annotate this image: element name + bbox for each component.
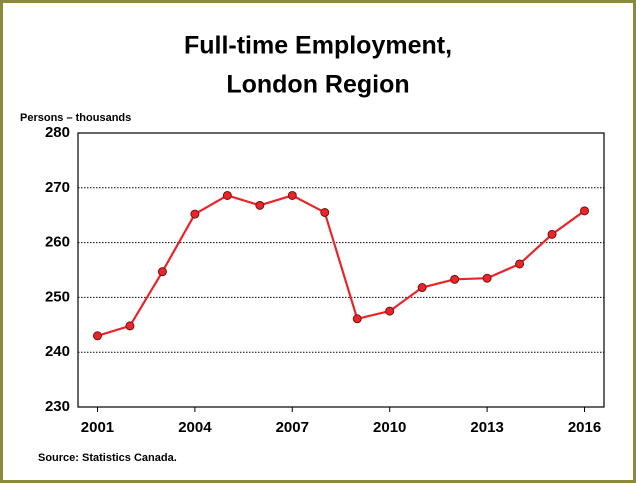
data-point [385,306,395,316]
data-point [287,190,297,200]
data-point [92,331,102,341]
x-tick-label: 2010 [373,419,406,436]
y-tick-label: 280 [45,124,70,141]
data-point [352,314,362,324]
data-point [190,209,200,219]
x-tick-label: 2007 [276,419,309,436]
data-point [580,206,590,216]
y-tick-label: 260 [45,234,70,251]
data-point [157,267,167,277]
data-point [515,259,525,269]
chart-title: Full-time Employment, [184,32,452,60]
source-note: Source: Statistics Canada. [38,452,177,464]
plot-area [77,132,605,408]
chart-title: London Region [226,71,409,99]
y-tick-label: 250 [45,288,70,305]
data-point [547,229,557,239]
y-tick-label: 270 [45,179,70,196]
x-tick-label: 2013 [470,419,503,436]
data-point [482,273,492,283]
y-tick-label: 230 [45,398,70,415]
y-axis-label: Persons – thousands [20,112,131,124]
data-point [417,283,427,293]
x-tick-label: 2004 [178,419,212,436]
data-point [320,207,330,217]
data-point [450,274,460,284]
x-tick-label: 2016 [568,419,601,436]
data-line [97,194,586,337]
data-point [125,321,135,331]
x-tick-label: 2001 [81,419,114,436]
y-tick-label: 240 [45,343,70,360]
data-point [255,200,265,210]
data-point [222,190,232,200]
